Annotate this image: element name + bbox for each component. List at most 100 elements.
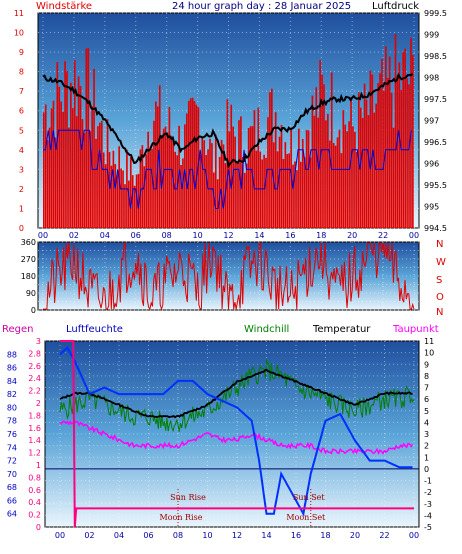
wind-bar: [280, 125, 283, 228]
wind-bar: [340, 153, 343, 228]
wind-bar: [182, 158, 184, 228]
pressure-line: [42, 72, 414, 169]
wind-tick-label: 8: [19, 68, 24, 77]
hour-tick-label: 06: [143, 531, 153, 540]
wind-bar: [373, 112, 376, 228]
wind-bar: [191, 97, 194, 228]
compass-label-w: W: [436, 257, 446, 268]
wind-direction-ticks: 0 90 180 270 360: [21, 238, 36, 315]
wind-bar: [267, 117, 269, 228]
wind-bar: [73, 60, 76, 228]
wind-bar: [79, 85, 82, 228]
wind-bar: [110, 165, 113, 228]
wind-bar: [336, 137, 339, 228]
wind-bar: [236, 160, 238, 228]
wind-bar: [133, 185, 136, 228]
humidity-tick-label: 84: [7, 377, 17, 386]
temperature-ticks: 0 0.2 0.4 0.6 0.8 1 1.2 1.4 1.6 1.8 2 2.2 2.4 2.6 2.8 3…: [7, 337, 434, 540]
wind-bar: [176, 155, 178, 228]
wind-bar: [361, 118, 364, 228]
wind-bar: [151, 148, 153, 228]
wind-bar: [178, 125, 180, 228]
wind-bar: [338, 129, 341, 228]
wind-bar: [168, 107, 171, 228]
wind-bar: [288, 153, 291, 228]
hour-tick-label: 12: [232, 531, 242, 540]
hour-tick-label: 18: [316, 231, 326, 240]
temperature-tick-label: 10: [424, 349, 434, 358]
wind-bar: [249, 126, 252, 228]
hour-tick-label: 22: [378, 231, 388, 240]
wind-bar: [170, 135, 173, 228]
pressure-series: [42, 72, 414, 169]
wind-bar: [211, 143, 213, 228]
wind-bar: [257, 107, 260, 228]
humidity-tick-label: 88: [7, 350, 17, 359]
temperature-tick-label: -2: [424, 488, 432, 497]
compass-label-o: O: [436, 292, 444, 303]
wind-bar: [354, 131, 356, 228]
humidity-tick-label: 80: [7, 403, 17, 412]
beaufort-line: [43, 129, 412, 209]
temperature-tick-label: 5: [424, 407, 429, 416]
temperature-grid: [45, 340, 419, 528]
wind-bar: [50, 108, 53, 228]
hour-tick-label: 22: [379, 531, 389, 540]
wind-bar: [48, 127, 51, 228]
wind-bar: [272, 142, 275, 228]
wind-bar: [352, 126, 354, 228]
hour-tick-label: 02: [69, 231, 79, 240]
wind-bar: [166, 132, 169, 228]
wind-bar: [60, 101, 63, 228]
wind-bar: [377, 83, 379, 228]
wind-bar: [54, 137, 57, 228]
wind-bar: [85, 48, 88, 228]
wind-bar: [180, 164, 182, 228]
hour-tick-label: 00: [409, 231, 419, 240]
temperature-tick-label: -1: [424, 477, 432, 486]
rain-tick-label: 0.8: [28, 473, 41, 482]
wind-bar: [365, 99, 368, 229]
compass-label-n-bottom: N: [436, 307, 443, 318]
wind-bar: [214, 134, 217, 228]
wind-bar: [220, 139, 223, 228]
wind-bar: [315, 87, 318, 228]
wind-bar: [334, 145, 337, 228]
wind-bar: [195, 104, 198, 228]
wind-bar: [70, 82, 72, 228]
wind-bar: [193, 101, 196, 228]
wind-bar: [122, 170, 124, 228]
wind-bar: [95, 138, 97, 228]
humidity-tick-label: 64: [7, 510, 17, 519]
humidity-tick-label: 76: [7, 430, 17, 439]
wind-bar: [230, 104, 233, 228]
wind-bar: [242, 157, 244, 228]
humidity-tick-label: 82: [7, 390, 17, 399]
hour-tick-label: 04: [114, 531, 124, 540]
wind-bar: [199, 154, 202, 228]
compass-label-n-top: N: [436, 239, 443, 250]
wind-bar: [292, 164, 294, 228]
wind-bar: [87, 48, 90, 228]
beaufort-series: [43, 129, 412, 209]
wind-tick-label: 4: [19, 146, 24, 155]
wind-bar: [350, 97, 352, 228]
wind-bar: [328, 140, 331, 228]
wind-bar: [108, 152, 111, 228]
rain-tick-label: 0.2: [28, 511, 41, 520]
temperature-tick-label: 6: [424, 395, 429, 404]
hour-tick-label: 16: [285, 231, 295, 240]
direction-tick-label: 180: [21, 272, 36, 281]
wind-bar: [392, 127, 395, 228]
wind-bar: [124, 184, 126, 228]
wind-bar: [112, 150, 115, 228]
wind-bar: [265, 157, 267, 228]
rain-tick-label: 2: [36, 399, 41, 408]
sunset-label: Sun Set: [293, 493, 326, 502]
wind-bar: [185, 113, 188, 228]
wind-tick-label: 6: [19, 107, 24, 116]
wind-bar: [309, 157, 312, 228]
wind-bar: [402, 52, 405, 228]
wind-bar: [406, 78, 408, 228]
